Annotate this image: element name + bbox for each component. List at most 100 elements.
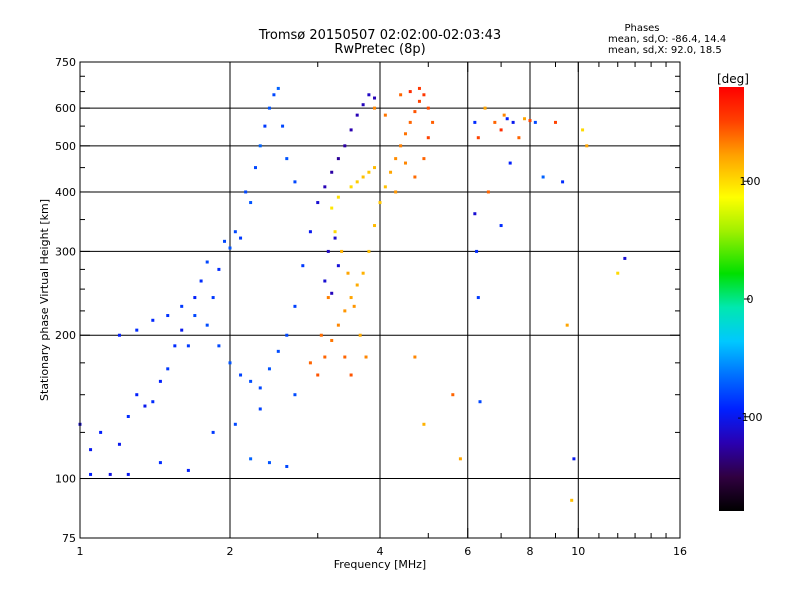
data-point [239, 373, 243, 377]
data-point [364, 355, 368, 359]
data-point [502, 113, 506, 117]
data-point [276, 86, 280, 90]
data-point [383, 185, 387, 189]
data-point [426, 136, 430, 140]
y-tick-label: 100 [55, 473, 76, 486]
data-point [193, 314, 197, 318]
data-point [413, 175, 417, 179]
data-point [478, 400, 482, 404]
data-point [394, 157, 398, 161]
data-point [151, 318, 155, 322]
data-point [228, 361, 232, 365]
y-tick-label: 500 [55, 140, 76, 153]
data-point [373, 106, 377, 110]
data-point [173, 344, 177, 348]
data-point [117, 442, 121, 446]
data-point [285, 157, 289, 161]
data-point [267, 106, 271, 110]
data-point [108, 472, 112, 476]
data-point [330, 170, 334, 174]
data-point [394, 190, 398, 194]
x-tick-label: 8 [527, 545, 534, 558]
data-point [399, 93, 403, 97]
x-tick-label: 1 [77, 545, 84, 558]
data-point [272, 93, 276, 97]
data-point [267, 461, 271, 465]
data-point [276, 349, 280, 353]
data-point [205, 323, 209, 327]
y-tick-label: 75 [62, 532, 76, 545]
y-tick-labels: 75 100 200 300 400 500 600 750 [55, 56, 76, 545]
data-point [180, 304, 184, 308]
data-point [361, 103, 365, 107]
data-point [476, 136, 480, 140]
data-point [572, 457, 576, 461]
colorbar-tick-label: -100 [738, 411, 763, 424]
data-point [233, 422, 237, 426]
x-axis-label: Frequency [MHz] [334, 558, 426, 571]
data-point [499, 224, 503, 228]
data-point [258, 407, 262, 411]
y-tick-label: 600 [55, 102, 76, 115]
data-point [333, 230, 337, 234]
data-point [211, 296, 215, 300]
data-point [403, 132, 407, 136]
data-point [349, 373, 353, 377]
data-point [413, 355, 417, 359]
data-point [258, 144, 262, 148]
data-point [249, 379, 253, 383]
stats-x-line: mean, sd,X: 92.0, 18.5 [608, 45, 722, 56]
data-point [343, 355, 347, 359]
data-point [517, 136, 521, 140]
data-point [336, 195, 340, 199]
data-point [581, 128, 585, 132]
data-point [349, 185, 353, 189]
data-point [233, 230, 237, 234]
data-point [316, 373, 320, 377]
data-point [319, 333, 323, 337]
data-point [186, 468, 190, 472]
data-point [217, 267, 221, 271]
data-point [205, 260, 209, 264]
data-point [508, 161, 512, 165]
chart-title: Tromsø 20150507 02:02:00-02:03:43 [258, 28, 501, 43]
data-point [330, 206, 334, 210]
data-point [422, 422, 426, 426]
colorbar-tick-label: 100 [740, 175, 761, 188]
data-point [135, 393, 139, 397]
data-point [336, 323, 340, 327]
data-point [151, 400, 155, 404]
data-point [483, 106, 487, 110]
data-point [316, 201, 320, 205]
colorbar-ticks: 100 0 -100 [738, 175, 763, 424]
data-point [451, 393, 455, 397]
data-point [285, 464, 289, 468]
x-tick-label: 6 [464, 545, 471, 558]
y-tick-label: 300 [55, 245, 76, 258]
data-point [511, 120, 515, 124]
data-point [476, 296, 480, 300]
data-point [228, 246, 232, 250]
data-point [367, 170, 371, 174]
data-point [333, 236, 337, 240]
data-point [99, 430, 103, 434]
data-point [166, 314, 170, 318]
data-point [89, 472, 93, 476]
data-point [301, 264, 305, 268]
data-point [308, 230, 312, 234]
y-axis-label: Stationary phase Virtual Height [km] [38, 199, 51, 401]
data-point [217, 344, 221, 348]
data-point [422, 157, 426, 161]
data-point [358, 333, 362, 337]
data-point [117, 333, 121, 337]
data-point [330, 291, 334, 295]
data-point [349, 296, 353, 300]
data-point [528, 119, 532, 123]
y-tick-label: 750 [55, 56, 76, 69]
data-point [505, 117, 509, 121]
data-point [378, 201, 382, 205]
data-point [486, 190, 490, 194]
data-point [426, 106, 430, 110]
data-point [166, 367, 170, 371]
